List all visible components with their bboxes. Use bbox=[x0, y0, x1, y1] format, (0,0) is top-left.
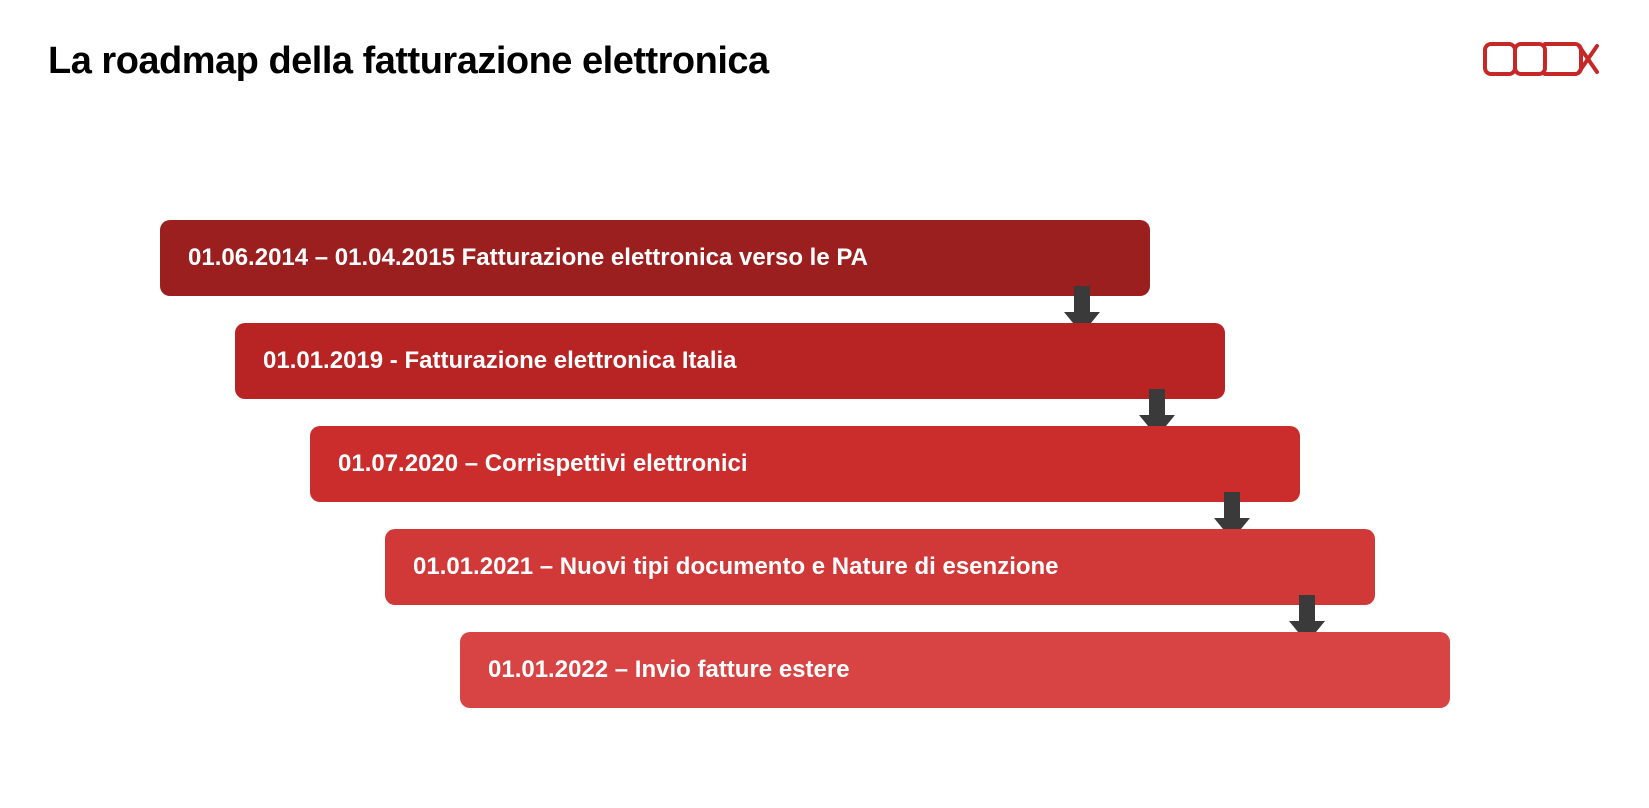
brand-logo bbox=[1481, 38, 1601, 85]
roadmap-step-label: 01.01.2019 - Fatturazione elettronica It… bbox=[263, 347, 737, 375]
roadmap-step-label: 01.01.2022 – Invio fatture estere bbox=[488, 656, 850, 684]
roadmap-step-label: 01.01.2021 – Nuovi tipi documento e Natu… bbox=[413, 553, 1059, 581]
roadmap-step: 01.06.2014 – 01.04.2015 Fatturazione ele… bbox=[160, 220, 1150, 296]
roadmap-step: 01.01.2022 – Invio fatture estere bbox=[460, 632, 1450, 708]
page-title: La roadmap della fatturazione elettronic… bbox=[48, 40, 769, 83]
roadmap-step: 01.01.2019 - Fatturazione elettronica It… bbox=[235, 323, 1225, 399]
roadmap-step-label: 01.07.2020 – Corrispettivi elettronici bbox=[338, 450, 748, 478]
roadmap-step: 01.07.2020 – Corrispettivi elettronici bbox=[310, 426, 1300, 502]
roadmap-step-label: 01.06.2014 – 01.04.2015 Fatturazione ele… bbox=[188, 244, 868, 272]
roadmap-step: 01.01.2021 – Nuovi tipi documento e Natu… bbox=[385, 529, 1375, 605]
